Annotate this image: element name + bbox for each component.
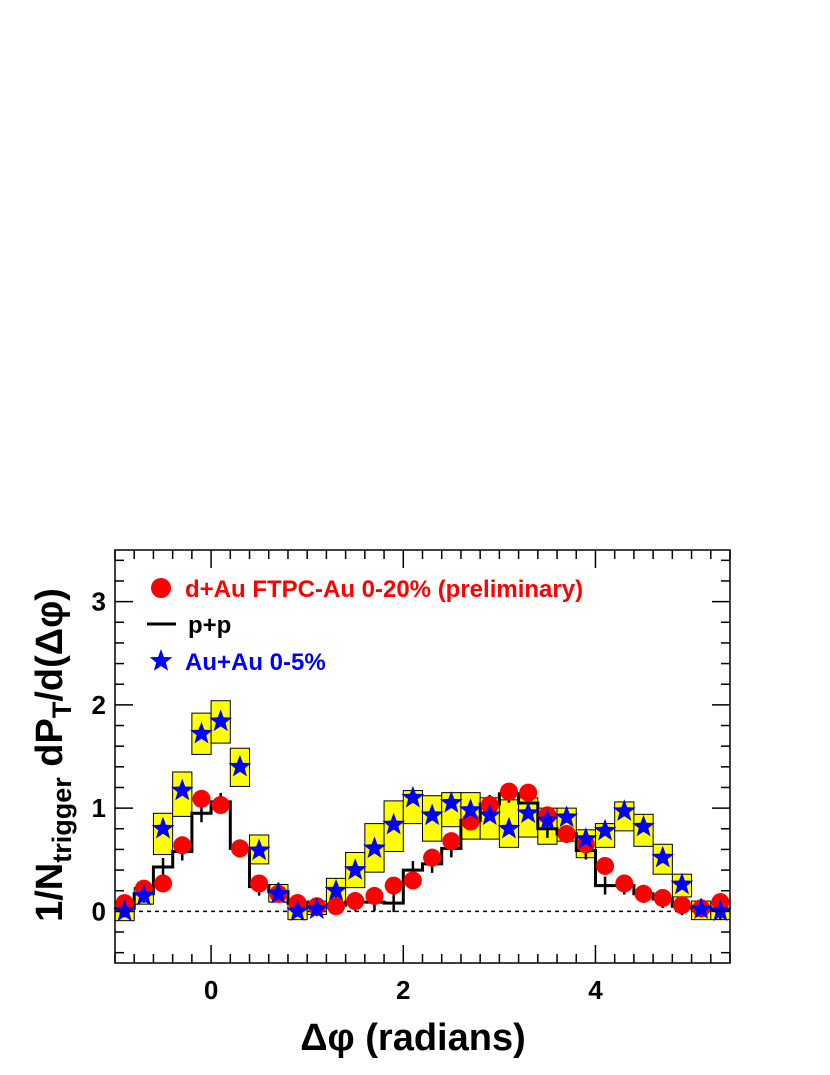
auau-point	[247, 838, 271, 861]
auau-point	[266, 881, 290, 904]
dau-point	[615, 874, 634, 893]
auau-point	[401, 785, 425, 808]
y-tick-label: 3	[92, 587, 106, 617]
auau-point	[555, 805, 579, 828]
dau-point	[250, 874, 269, 893]
y-axis-title: 1/Ntrigger dPT/d(Δφ)	[29, 588, 77, 922]
auau-point	[651, 845, 675, 868]
auau-point	[612, 799, 636, 821]
auau-point	[151, 816, 175, 839]
dau-point	[211, 796, 230, 815]
auau-point	[286, 899, 309, 922]
auau-point	[689, 897, 713, 919]
auau-point	[459, 798, 482, 820]
auau-point	[439, 791, 463, 813]
dau-point	[634, 884, 653, 903]
y-axis-title-middle: dP	[29, 718, 71, 777]
dau-point	[173, 836, 192, 855]
auau-point	[593, 818, 617, 841]
auau-point	[228, 754, 252, 777]
y-tick-label: 2	[92, 690, 106, 720]
auau-point	[574, 827, 598, 849]
sys-band-box	[152, 812, 174, 856]
legend-marker-dau	[151, 578, 171, 598]
dau-point	[672, 896, 691, 915]
auau-point	[363, 836, 386, 859]
dau-point	[499, 782, 518, 801]
dau-point	[346, 892, 365, 911]
x-axis-title: Δφ (radians)	[300, 1017, 526, 1059]
dau-point	[384, 876, 403, 895]
dau-point	[230, 839, 249, 858]
legend-marker-auau	[149, 649, 173, 671]
auau-point	[190, 721, 213, 744]
dau-point	[596, 856, 615, 875]
dau-point	[557, 824, 576, 843]
dau-point	[653, 888, 672, 907]
auau-point	[536, 808, 559, 831]
legend-label-auau: Au+Au 0-5%	[185, 649, 326, 676]
auau-point	[497, 816, 521, 839]
auau-point	[305, 897, 329, 919]
dau-point	[192, 789, 211, 808]
auau-point	[170, 778, 194, 801]
auau-point	[343, 858, 367, 880]
tick-label-layer: 0 2 4 0 1 2 3	[92, 587, 604, 1005]
dau-point	[461, 812, 480, 831]
x-tick-label: 0	[204, 975, 218, 1005]
frame-layer	[114, 549, 731, 964]
legend-label-dau: d+Au FTPC-Au 0-20% (preliminary)	[185, 576, 583, 603]
legend-label-pp: p+p	[188, 612, 231, 639]
y-axis-title-subscript2: T	[47, 701, 77, 718]
dau-point	[365, 886, 384, 905]
dau-point	[154, 874, 173, 893]
auau-point	[382, 812, 406, 835]
y-axis-title-prefix: 1/N	[29, 863, 71, 922]
auau-point	[478, 803, 502, 826]
dau-point	[327, 897, 346, 916]
x-tick-label: 2	[396, 975, 410, 1005]
auau-point	[324, 878, 348, 901]
y-tick-label: 1	[92, 793, 106, 823]
dau-point	[403, 871, 422, 890]
auau-point	[632, 814, 655, 837]
auau-point	[516, 801, 540, 823]
dau-point	[519, 783, 538, 802]
auau-point	[209, 709, 233, 732]
auau-point	[113, 899, 136, 922]
y-axis-title-suffix: /d(Δφ)	[29, 588, 71, 702]
y-tick-label: 0	[92, 896, 106, 926]
x-tick-label: 4	[588, 975, 603, 1005]
marker-layer	[113, 709, 732, 922]
dau-point	[442, 832, 461, 851]
auau-point	[670, 872, 694, 895]
auau-point	[420, 803, 444, 826]
y-axis-title-subscript: trigger	[47, 777, 77, 863]
dau-point	[423, 848, 442, 867]
legend: d+Au FTPC-Au 0-20% (preliminary) p+p Au+…	[147, 576, 583, 676]
auau-point	[132, 883, 156, 906]
auau-point	[709, 899, 732, 922]
